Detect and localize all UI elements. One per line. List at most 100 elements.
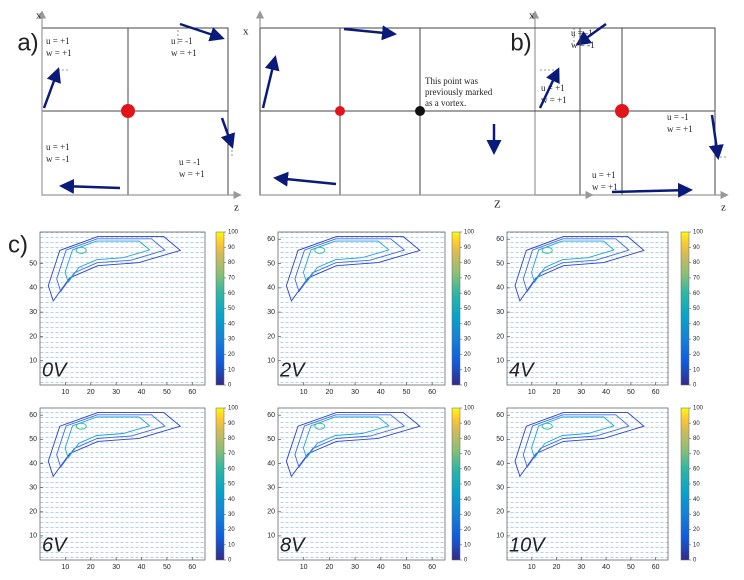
x-tick-label: 20 bbox=[325, 564, 333, 571]
contour bbox=[64, 416, 151, 459]
quadrant-w: w = +1 bbox=[179, 169, 205, 179]
x-tick-label: 20 bbox=[553, 389, 561, 396]
y-tick-label: 40 bbox=[496, 460, 504, 467]
quadrant-u: u = -1 bbox=[667, 112, 689, 122]
colorbar-tick-label: 30 bbox=[693, 512, 700, 518]
quadrant-w: w = -1 bbox=[46, 154, 70, 164]
colorbar-tick-label: 20 bbox=[464, 352, 471, 358]
x-tick-label: 10 bbox=[61, 564, 69, 571]
vortex-contours bbox=[285, 236, 421, 302]
colorbar-tick-label: 0 bbox=[464, 383, 468, 389]
x-tick-label: 20 bbox=[87, 564, 95, 571]
colorbar-tick-label: 40 bbox=[228, 321, 235, 327]
quadrant-w: w = +1 bbox=[171, 48, 197, 58]
colorbar-tick-label: 60 bbox=[464, 466, 471, 472]
axis-label: z bbox=[721, 202, 726, 214]
colorbar-tick-label: 20 bbox=[228, 527, 235, 533]
colorbar-tick-label: 90 bbox=[693, 245, 700, 251]
quadrant-u: u = +1 bbox=[46, 36, 70, 46]
contour bbox=[56, 238, 166, 293]
colorbar-tick-label: 70 bbox=[228, 451, 235, 457]
axis-label: x bbox=[243, 26, 249, 38]
quadrant-w: w = +1 bbox=[592, 182, 618, 192]
y-tick-label: 60 bbox=[29, 412, 37, 419]
colorbar-tick-label: 60 bbox=[228, 291, 235, 297]
colorbar-tick-label: 50 bbox=[464, 306, 471, 312]
plot-frame bbox=[277, 407, 446, 561]
x-tick-label: 10 bbox=[528, 389, 536, 396]
x-tick-label: 40 bbox=[138, 564, 146, 571]
contour bbox=[47, 412, 182, 478]
y-tick-label: 30 bbox=[267, 484, 275, 491]
quadrant-u: u = -1 bbox=[179, 157, 201, 167]
colorbar-tick-label: 30 bbox=[228, 512, 235, 518]
vortex-contours bbox=[285, 412, 421, 478]
y-tick-label: 20 bbox=[267, 509, 275, 516]
vector-arrow bbox=[179, 22, 225, 42]
colorbar-tick-label: 60 bbox=[464, 291, 471, 297]
x-tick-label: 40 bbox=[602, 564, 610, 571]
note: as a vortex. bbox=[425, 98, 466, 108]
x-tick-label: 10 bbox=[300, 389, 308, 396]
colorbar-tick-label: 10 bbox=[693, 367, 700, 373]
colorbar-tick-label: 90 bbox=[228, 421, 235, 427]
y-tick-label: 60 bbox=[267, 236, 275, 243]
y-tick-label: 10 bbox=[267, 533, 275, 540]
vector-arrow bbox=[42, 67, 61, 109]
x-tick-label: 30 bbox=[577, 564, 585, 571]
vector-arrow bbox=[708, 114, 724, 160]
quadrant-w: w = +1 bbox=[46, 48, 72, 58]
x-tick-label: 50 bbox=[403, 389, 411, 396]
contour-peak bbox=[314, 246, 326, 254]
quadrant-w: w = +1 bbox=[541, 95, 567, 105]
colorbar-tick-label: 40 bbox=[464, 497, 471, 503]
x-tick-label: 40 bbox=[602, 389, 610, 396]
y-tick-label: 10 bbox=[29, 533, 37, 540]
y-tick-label: 40 bbox=[496, 285, 504, 292]
vector-arrow bbox=[220, 117, 236, 149]
colorbar-tick-label: 0 bbox=[228, 383, 232, 389]
contour bbox=[285, 412, 421, 478]
axis-label: x bbox=[529, 10, 535, 22]
y-tick-label: 50 bbox=[267, 436, 275, 443]
colorbar-tick-label: 100 bbox=[464, 406, 475, 412]
y-tick-label: 50 bbox=[29, 436, 37, 443]
x-tick-label: 30 bbox=[351, 389, 359, 396]
quadrant-u: u = -1 bbox=[171, 36, 193, 46]
vortex-point bbox=[415, 106, 425, 116]
vector-arrow bbox=[538, 67, 560, 109]
contour bbox=[522, 238, 630, 293]
voltage-label: 6V bbox=[42, 534, 68, 556]
x-tick-label: 10 bbox=[61, 389, 69, 396]
contour bbox=[294, 414, 406, 469]
contour bbox=[514, 236, 645, 302]
colorbar-tick-label: 40 bbox=[464, 321, 471, 327]
vector-arrow bbox=[261, 55, 280, 109]
y-tick-label: 50 bbox=[29, 260, 37, 267]
y-tick-label: 10 bbox=[267, 358, 275, 365]
colorbar bbox=[680, 231, 690, 386]
colorbar-tick-label: 10 bbox=[464, 542, 471, 548]
y-tick-label: 60 bbox=[496, 412, 504, 419]
contour bbox=[531, 240, 615, 284]
colorbar-tick-label: 30 bbox=[693, 337, 700, 343]
note: This point was bbox=[425, 76, 478, 86]
voltage-label: 2V bbox=[279, 359, 306, 381]
x-tick-label: 20 bbox=[325, 389, 333, 396]
vector-arrow bbox=[59, 178, 121, 194]
y-tick-label: 30 bbox=[29, 484, 37, 491]
colorbar-tick-label: 90 bbox=[464, 421, 471, 427]
axis-label: Z bbox=[494, 199, 501, 211]
center-point bbox=[121, 104, 135, 118]
y-tick-label: 30 bbox=[496, 484, 504, 491]
center-point bbox=[335, 106, 345, 116]
x-tick-label: 50 bbox=[627, 389, 635, 396]
colorbar-tick-label: 10 bbox=[464, 367, 471, 373]
colorbar bbox=[680, 407, 690, 561]
y-tick-label: 40 bbox=[267, 460, 275, 467]
vortex-contours bbox=[514, 412, 645, 478]
colorbar bbox=[215, 407, 225, 561]
y-tick-label: 30 bbox=[496, 309, 504, 316]
y-tick-label: 60 bbox=[267, 412, 275, 419]
x-tick-label: 10 bbox=[528, 564, 536, 571]
